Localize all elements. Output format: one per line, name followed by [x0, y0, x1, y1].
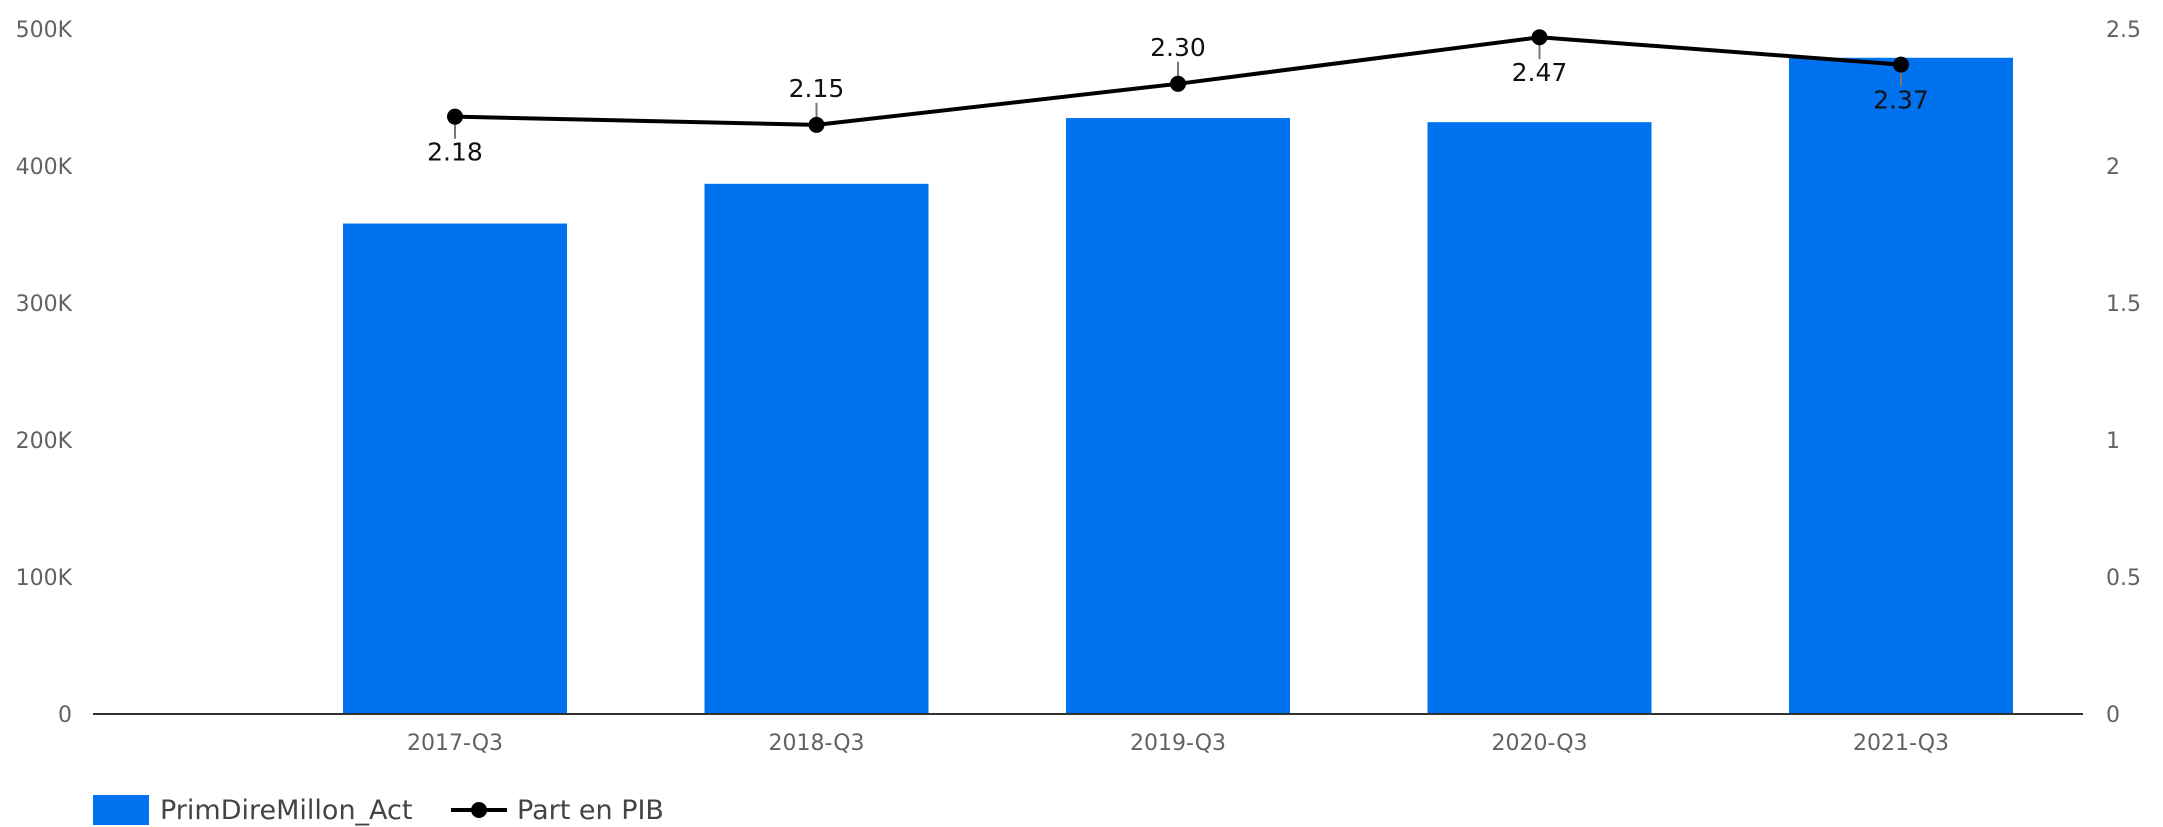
legend-label-bar: PrimDireMillon_Act: [160, 795, 412, 826]
data-label: 2.30: [1150, 33, 1206, 62]
y-left-tick-label: 400K: [16, 155, 73, 180]
y-right-tick-label: 2: [2106, 155, 2120, 180]
data-label: 2.37: [1873, 86, 1929, 115]
data-label: 2.15: [789, 74, 845, 103]
line-point-2020-Q3: [1531, 29, 1548, 46]
x-tick-label: 2017-Q3: [407, 731, 503, 756]
y-left-tick-label: 300K: [16, 292, 73, 317]
x-tick-label: 2018-Q3: [768, 731, 864, 756]
bar-2020-Q3: [1427, 122, 1652, 714]
line-point-2021-Q3: [1893, 56, 1909, 73]
y-right-tick-label: 0.5: [2106, 566, 2141, 591]
legend-swatch-marker: [471, 802, 487, 818]
x-tick-label: 2021-Q3: [1853, 731, 1949, 756]
y-right-tick-label: 2.5: [2106, 18, 2141, 43]
y-left-tick-label: 100K: [16, 566, 73, 591]
legend-swatch-bar: [93, 795, 149, 825]
bar-2019-Q3: [1066, 118, 1290, 715]
legend-label-line: Part en PIB: [517, 795, 664, 826]
line-point-2017-Q3: [447, 108, 463, 125]
y-right-tick-label: 1.5: [2106, 292, 2141, 317]
bar-2018-Q3: [704, 183, 929, 714]
data-label: 2.18: [427, 138, 483, 167]
data-label: 2.47: [1512, 58, 1568, 87]
line-point-2018-Q3: [808, 116, 825, 133]
x-tick-label: 2019-Q3: [1130, 731, 1226, 756]
y-right-tick-label: 1: [2106, 429, 2120, 454]
y-left-tick-label: 500K: [16, 18, 73, 43]
bar-2017-Q3: [343, 223, 567, 715]
y-left-tick-label: 200K: [16, 429, 73, 454]
x-tick-label: 2020-Q3: [1491, 731, 1587, 756]
line-point-2019-Q3: [1170, 75, 1186, 92]
bar-2021-Q3: [1789, 57, 2013, 714]
y-right-tick-label: 0: [2106, 703, 2120, 728]
y-left-tick-label: 0: [58, 703, 72, 728]
